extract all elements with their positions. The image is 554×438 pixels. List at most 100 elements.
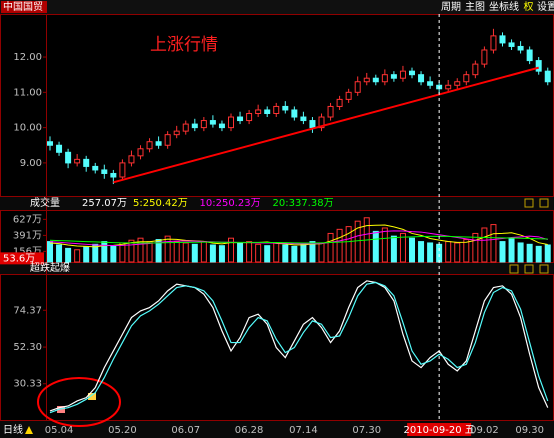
icon[interactable] [524,264,534,274]
menu-item[interactable]: 主图 [465,1,485,13]
volume-bar [445,241,452,263]
icon[interactable] [539,198,549,208]
volume-bar [463,239,470,263]
volume-bar [110,245,117,263]
icon[interactable] [539,264,549,274]
y-tick-label: 30.33 [13,379,42,390]
menu-item[interactable]: 周期 [441,1,461,13]
menu-item[interactable]: 设置 [537,1,554,13]
icon[interactable] [509,264,519,274]
candle-body [237,116,244,122]
candle-body [517,45,524,51]
ma-line [49,235,548,244]
annotation: 上涨行情 [150,35,218,55]
volume-bar [264,245,271,263]
candle-body [372,77,379,83]
osc-line [49,280,549,412]
volume-total: 257.07万 [82,198,127,209]
panel-icons [509,198,549,274]
highlight-ellipse [37,377,121,427]
candle-body [101,169,108,174]
candle-body [535,60,542,72]
volume-bar [218,245,225,263]
y-tick-label: 12.00 [13,52,42,63]
candle-body [472,63,479,76]
menu-item[interactable]: 权 [524,0,534,13]
cursor-value-label: 53.6万 [3,253,35,264]
icon[interactable] [524,198,534,208]
candle-body [454,81,461,86]
candle-body [191,123,198,129]
volume-bar [345,226,352,263]
top-bar [0,0,554,14]
volume-bar [372,230,379,263]
trendline [113,66,539,184]
volume-bar [137,237,144,263]
volume-bar [282,244,289,263]
menu-item[interactable]: 坐标线 [489,0,519,13]
volume-bar [409,237,415,263]
candle-body [300,116,307,122]
x-tick-label: 09.02 [470,425,499,436]
y-tick-label: 156万 [13,246,42,257]
volume-bar [327,232,334,263]
volume-bar [490,224,497,263]
volume-bar [318,242,325,263]
legend-entry: 5:250.42万 [133,198,188,209]
volume-title: 成交量 [30,196,60,209]
y-tick-label: 391万 [13,230,42,241]
candle-body [146,141,153,150]
volume-bar [155,239,162,263]
candle-body [544,70,551,83]
y-tick-label: 52.30 [13,342,42,353]
volume-bar [354,220,361,263]
volume-bar [300,243,307,263]
y-tick-label: 11.00 [13,87,42,98]
x-tick-label: 2010-09-20 五 [404,425,475,436]
candle-body [291,109,298,118]
y-tick-label: 627万 [13,214,42,225]
volume-bar [336,228,343,263]
legend-entry: 10:250.23万 [200,198,261,209]
volume-bar [508,237,515,263]
period-label[interactable]: 日线 [3,423,23,436]
candle-body [336,98,343,107]
candle-body [282,105,289,111]
candle-body [47,141,53,146]
stock-name: 中国国贸 [3,0,43,13]
candle-body [155,141,162,146]
candle-body [110,172,117,178]
x-tick-label: 06.28 [235,425,264,436]
candle-body [264,109,271,114]
signal-icon [88,393,96,400]
volume-bar [418,241,425,263]
x-tick-label: 09.30 [515,425,544,436]
volume-bar [309,241,316,263]
legend-entry: 20:337.38万 [273,198,334,209]
stock-name-box [1,1,47,13]
volume-bar [499,241,506,263]
volume-bar [399,232,406,263]
volume-bar [535,245,542,263]
volume-bar [56,244,63,263]
volume-bar [436,243,443,263]
cursor-value-box [0,252,44,265]
volume-bar [246,241,253,263]
candle-body [119,162,126,178]
volume-bar [128,239,135,263]
volume-bar [454,242,461,263]
candle-body [246,112,253,122]
volume-bar [83,246,90,263]
osc-line [49,281,549,414]
candle-body [345,91,352,100]
candle-body [490,35,497,51]
volume-bar [381,227,388,263]
period-icon[interactable] [25,426,33,434]
candle-body [463,74,470,83]
candle-body [381,74,388,83]
volume-bar [481,227,488,263]
candle-body [318,116,325,129]
x-tick-label: 05.20 [108,425,137,436]
x-tick-label: 07.30 [352,425,381,436]
